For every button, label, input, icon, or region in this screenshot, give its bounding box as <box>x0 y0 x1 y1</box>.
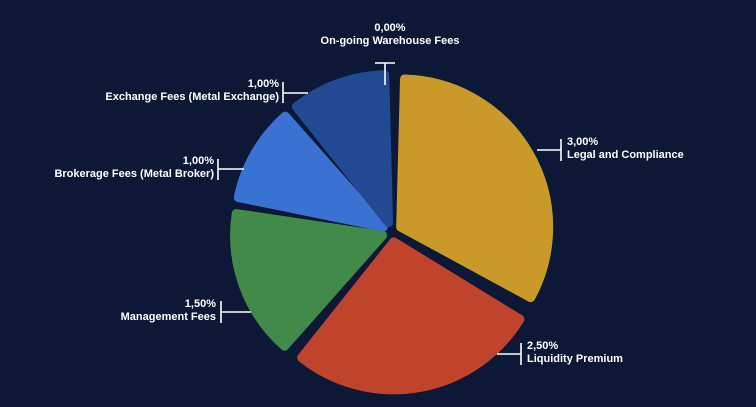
slice-legal-compliance <box>396 74 554 303</box>
name-legal-compliance: Legal and Compliance <box>567 149 684 161</box>
name-management-fees: Management Fees <box>120 311 216 323</box>
value-exchange-fees: 1,00% <box>247 78 279 90</box>
value-management-fees: 1,50% <box>184 298 216 310</box>
label-brokerage-fees: 1,00% Brokerage Fees (Metal Broker) <box>54 155 214 181</box>
value-legal-compliance: 3,00% <box>567 136 599 148</box>
value-warehouse-fees: 0,00% <box>374 22 406 34</box>
connector-brokerage <box>217 159 244 180</box>
label-liquidity-premium: 2,50% Liquidity Premium <box>527 340 623 366</box>
label-legal-compliance: 3,00% Legal and Compliance <box>567 136 684 162</box>
connector-warehouse <box>375 62 395 85</box>
connector-liquidity <box>497 343 522 365</box>
connector-legal <box>537 139 562 161</box>
value-liquidity-premium: 2,50% <box>527 340 559 352</box>
label-exchange-fees: 1,00% Exchange Fees (Metal Exchange) <box>105 78 279 104</box>
slice-liquidity-premium <box>297 237 525 395</box>
slice-exchange-fees <box>291 70 394 228</box>
label-warehouse-fees: 0,00% On-going Warehouse Fees <box>300 22 480 48</box>
connector-exchange <box>282 82 308 103</box>
slice-brokerage-fees <box>233 111 388 232</box>
connector-management <box>220 301 251 323</box>
name-exchange-fees: Exchange Fees (Metal Exchange) <box>105 91 279 103</box>
name-brokerage-fees: Brokerage Fees (Metal Broker) <box>54 168 214 180</box>
value-brokerage-fees: 1,00% <box>182 155 214 167</box>
slice-management-fees <box>230 209 388 351</box>
label-management-fees: 1,50% Management Fees <box>121 298 216 324</box>
name-warehouse-fees: On-going Warehouse Fees <box>320 35 460 47</box>
name-liquidity-premium: Liquidity Premium <box>527 353 623 365</box>
